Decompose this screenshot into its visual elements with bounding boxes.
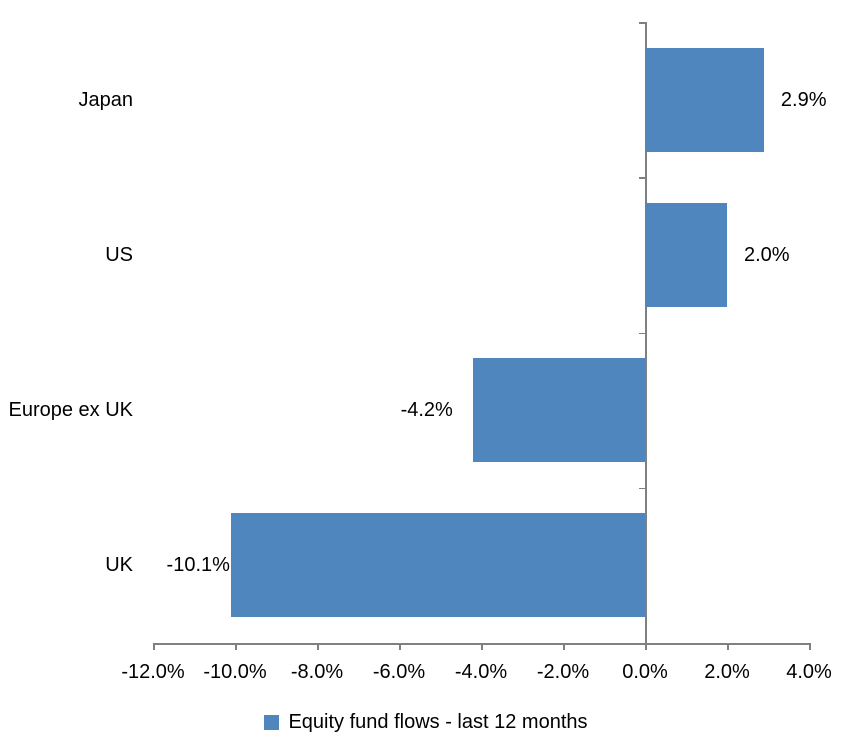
x-axis-tick: [481, 643, 483, 650]
x-axis-tick-label: 2.0%: [704, 661, 750, 683]
bar-uk: [230, 513, 645, 618]
y-axis-line: [645, 22, 647, 643]
category-label-uk: UK: [105, 554, 133, 577]
legend-label: Equity fund flows - last 12 months: [288, 711, 588, 733]
x-axis-tick: [809, 643, 811, 650]
data-label-europe-ex-uk: -4.2%: [400, 399, 453, 422]
bar-us: [645, 202, 727, 307]
category-label-japan: Japan: [78, 88, 134, 111]
x-axis-tick-label: 4.0%: [786, 661, 832, 683]
x-axis-tick-label: -10.0%: [203, 661, 267, 683]
x-axis-tick-label: -4.0%: [454, 661, 508, 683]
bar-japan: [645, 47, 764, 152]
category-axis-tick: [639, 487, 645, 490]
x-axis-tick: [563, 643, 565, 650]
legend: Equity fund flows - last 12 months: [0, 711, 852, 733]
x-axis-tick: [235, 643, 237, 650]
bar-europe-ex-uk: [472, 358, 645, 463]
data-label-us: 2.0%: [744, 243, 790, 266]
x-axis-tick: [317, 643, 319, 650]
data-label-japan: 2.9%: [780, 88, 827, 111]
category-axis-tick: [639, 177, 645, 179]
x-axis-tick: [645, 643, 647, 650]
x-axis-tick: [399, 643, 401, 650]
x-axis-tick-label: 0.0%: [622, 661, 668, 683]
x-axis-tick: [153, 643, 155, 650]
x-axis-tick-label: -6.0%: [372, 661, 426, 683]
x-axis-tick-label: -2.0%: [536, 661, 590, 683]
x-axis-tick-label: -12.0%: [121, 661, 185, 683]
category-axis-tick: [639, 643, 645, 645]
category-label-europe-ex-uk: Europe ex UK: [8, 399, 133, 422]
legend-swatch-icon: [264, 714, 280, 730]
category-axis-tick: [639, 22, 645, 24]
x-axis-tick: [727, 643, 729, 650]
x-axis-tick-label: -8.0%: [290, 661, 344, 683]
data-label-uk: -10.1%: [166, 554, 230, 577]
category-axis-tick: [639, 332, 645, 334]
category-label-us: US: [105, 243, 133, 266]
